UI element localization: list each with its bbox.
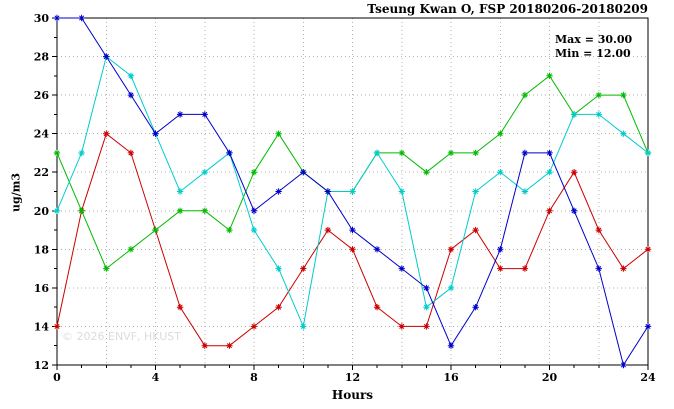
max-value-label: Max = 30.00 (555, 33, 633, 46)
x-tick-label: 12 (345, 371, 360, 384)
x-tick-label: 8 (250, 371, 258, 384)
y-tick-label: 14 (34, 320, 50, 333)
y-tick-label: 26 (34, 89, 50, 102)
axis-ticks (52, 17, 649, 370)
x-tick-label: 0 (53, 371, 61, 384)
min-value-label: Min = 12.00 (555, 47, 631, 60)
tick-labels: 12 14 16 18 20 22 24 26 28 30 0 4 8 12 16 20 24 (34, 12, 656, 384)
y-tick-label: 30 (34, 12, 50, 25)
x-axis-label: Hours (331, 388, 374, 402)
chart-title: Tseung Kwan O, FSP 20180206-20180209 (367, 2, 648, 16)
y-tick-label: 18 (34, 243, 50, 256)
y-tick-label: 22 (34, 166, 49, 179)
series-red-markers (53, 130, 652, 349)
x-tick-label: 4 (152, 371, 160, 384)
series-blue (53, 14, 652, 369)
stats-annotation: Max = 30.00 Min = 12.00 (555, 33, 632, 61)
y-tick-label: 20 (34, 205, 50, 218)
y-tick-label: 28 (34, 51, 50, 64)
y-tick-label: 24 (34, 128, 50, 141)
series-red-line (56, 132, 649, 347)
x-tick-label: 16 (443, 371, 459, 384)
series-blue-markers (53, 14, 652, 369)
y-tick-label: 12 (34, 359, 49, 372)
x-tick-label: 20 (542, 371, 558, 384)
watermark: © 2026 ENVF, HKUST (62, 330, 181, 343)
y-axis-label: ug/m3 (9, 173, 23, 212)
y-tick-label: 16 (34, 282, 50, 295)
x-tick-label: 24 (640, 371, 656, 384)
